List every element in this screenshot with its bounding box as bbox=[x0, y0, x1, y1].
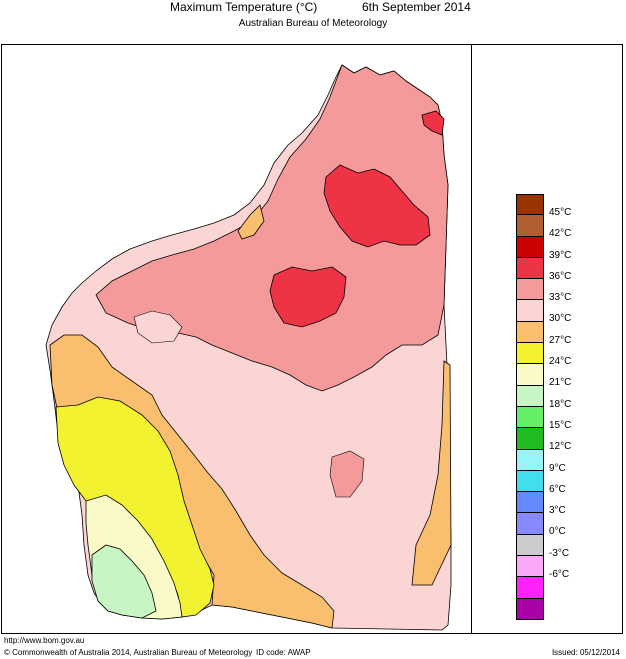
legend-row: 0°C bbox=[516, 513, 626, 538]
region-27-30-east bbox=[411, 360, 452, 586]
legend-swatch bbox=[516, 343, 544, 365]
region-36-39-kimberley bbox=[421, 110, 445, 136]
legend-row: 30°C bbox=[516, 300, 626, 325]
legend-label: 36°C bbox=[549, 270, 572, 282]
legend-swatch bbox=[516, 556, 544, 578]
legend-swatch bbox=[516, 428, 544, 450]
legend-row: 6°C bbox=[516, 470, 626, 495]
legend-label: 33°C bbox=[549, 292, 572, 304]
legend-row bbox=[516, 598, 626, 620]
legend-row: 3°C bbox=[516, 492, 626, 517]
map-title: Maximum Temperature (°C) bbox=[170, 0, 318, 14]
title-bar: Maximum Temperature (°C) 6th September 2… bbox=[0, 0, 626, 16]
temperature-map bbox=[45, 64, 452, 631]
legend-row: 33°C bbox=[516, 279, 626, 304]
legend-swatch bbox=[516, 492, 544, 514]
legend-row: 12°C bbox=[516, 428, 626, 453]
legend-swatch bbox=[516, 513, 544, 535]
legend-row: 21°C bbox=[516, 364, 626, 389]
legend-swatch bbox=[516, 236, 544, 258]
region-33-36-pocket bbox=[329, 450, 365, 498]
legend-row: -3°C bbox=[516, 534, 626, 559]
legend-swatch bbox=[516, 385, 544, 407]
legend-label: 3°C bbox=[549, 505, 566, 517]
legend-swatch bbox=[516, 598, 544, 620]
region-30-33-pocket bbox=[133, 310, 183, 344]
copyright-text: © Commonwealth of Australia 2014, Austra… bbox=[4, 648, 253, 657]
region-36-39-central bbox=[269, 266, 347, 328]
region-27-30-pilbara bbox=[237, 204, 265, 240]
legend-row: 9°C bbox=[516, 449, 626, 474]
footer-url: http://www.bom.gov.au bbox=[4, 636, 85, 645]
legend-label: 15°C bbox=[549, 419, 572, 431]
legend-label: 27°C bbox=[549, 334, 572, 346]
region-18-21 bbox=[91, 544, 157, 619]
legend-label: 24°C bbox=[549, 356, 572, 368]
legend-row bbox=[516, 577, 626, 599]
issued-date-text: Issued: 05/12/2014 bbox=[551, 648, 620, 657]
map-date: 6th September 2014 bbox=[362, 0, 471, 14]
legend-label: 21°C bbox=[549, 377, 572, 389]
region-33-36 bbox=[95, 64, 449, 392]
legend-swatch bbox=[516, 321, 544, 344]
legend-label: 0°C bbox=[549, 526, 566, 538]
legend-swatch bbox=[516, 279, 544, 301]
legend-label: 42°C bbox=[549, 228, 572, 240]
legend-label: 45°C bbox=[549, 207, 572, 218]
legend-label: -3°C bbox=[549, 547, 570, 559]
legend-swatch bbox=[516, 300, 544, 322]
legend-row: 39°C bbox=[516, 236, 626, 261]
legend-label: 18°C bbox=[549, 398, 572, 410]
id-code-text: ID code: AWAP bbox=[256, 648, 311, 657]
legend-swatch bbox=[516, 577, 544, 599]
legend-swatch bbox=[516, 449, 544, 471]
legend-row: 27°C bbox=[516, 321, 626, 346]
legend-label: 39°C bbox=[549, 249, 572, 261]
legend-row: -6°C bbox=[516, 556, 626, 581]
legend-swatch bbox=[516, 215, 544, 237]
legend-swatch bbox=[516, 257, 544, 280]
legend-swatch bbox=[516, 194, 544, 216]
legend-label: -6°C bbox=[549, 569, 570, 581]
legend-label: 6°C bbox=[549, 483, 566, 495]
legend-label: 12°C bbox=[549, 441, 572, 453]
color-legend: 45°C 42°C 39°C 36°C 33°C 30°C 27°C 24°C 21°C 18°C… bbox=[516, 194, 626, 620]
legend-row: 18°C bbox=[516, 385, 626, 410]
legend-label: 30°C bbox=[549, 313, 572, 325]
legend-swatch bbox=[516, 364, 544, 386]
legend-swatch bbox=[516, 470, 544, 493]
legend-swatch bbox=[516, 406, 544, 429]
legend-label: 9°C bbox=[549, 462, 566, 474]
legend-row: 45°C bbox=[516, 194, 626, 218]
legend-row: 42°C bbox=[516, 215, 626, 240]
legend-swatch bbox=[516, 534, 544, 557]
legend-row: 36°C bbox=[516, 257, 626, 282]
legend-row: 15°C bbox=[516, 406, 626, 431]
region-36-39-north bbox=[323, 164, 431, 248]
legend-row: 24°C bbox=[516, 343, 626, 368]
frame-divider bbox=[471, 44, 472, 634]
map-subtitle: Australian Bureau of Meteorology bbox=[238, 18, 388, 29]
